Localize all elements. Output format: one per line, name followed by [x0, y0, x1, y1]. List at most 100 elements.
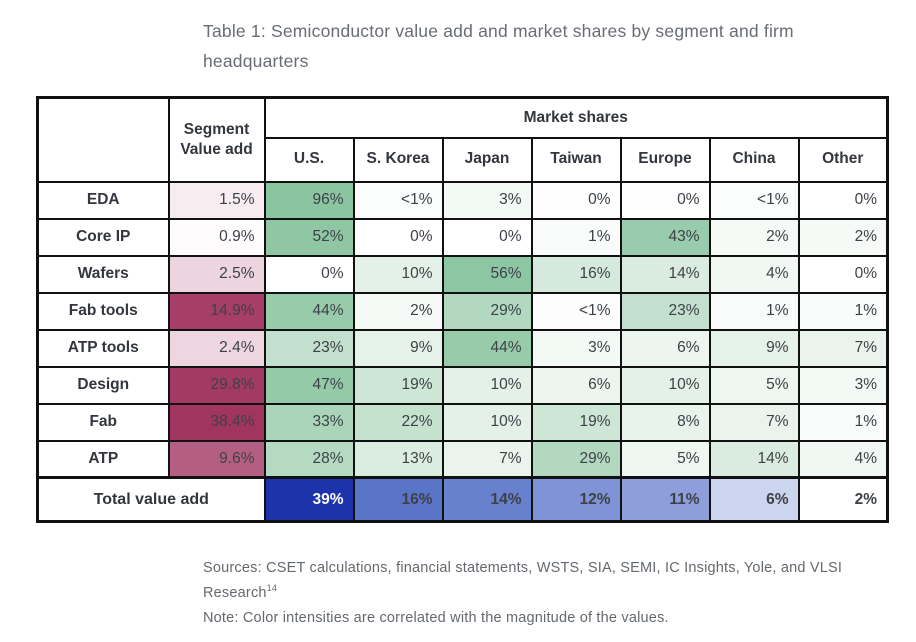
value-add-cell: 14.9%	[167, 291, 266, 331]
row-label: Core IP	[36, 217, 170, 257]
share-cell: 10%	[619, 365, 711, 405]
column-header-taiwan: Taiwan	[530, 136, 622, 183]
share-cell: 0%	[530, 180, 622, 220]
share-cell: 96%	[263, 180, 355, 220]
share-cell: 3%	[530, 328, 622, 368]
share-cell: 14%	[708, 439, 800, 479]
total-share-cell: 6%	[708, 476, 800, 523]
value-add-cell: 0.9%	[167, 217, 266, 257]
share-cell: 0%	[441, 217, 533, 257]
total-row-label: Total value add	[36, 476, 266, 523]
share-cell: 4%	[708, 254, 800, 294]
share-cell: 6%	[619, 328, 711, 368]
column-header-china: China	[708, 136, 800, 183]
share-cell: 56%	[441, 254, 533, 294]
column-header-other: Other	[797, 136, 889, 183]
share-cell: 1%	[797, 402, 889, 442]
corner-cell	[36, 96, 170, 183]
share-cell: 6%	[530, 365, 622, 405]
share-cell: 10%	[352, 254, 444, 294]
total-share-cell: 11%	[619, 476, 711, 523]
share-cell: 3%	[797, 365, 889, 405]
share-cell: 0%	[263, 254, 355, 294]
row-label: Design	[36, 365, 170, 405]
share-cell: 7%	[708, 402, 800, 442]
share-cell: 9%	[352, 328, 444, 368]
share-cell: 0%	[619, 180, 711, 220]
value-add-cell: 29.8%	[167, 365, 266, 405]
value-add-cell: 2.4%	[167, 328, 266, 368]
share-cell: 22%	[352, 402, 444, 442]
share-cell: 52%	[263, 217, 355, 257]
share-cell: 44%	[263, 291, 355, 331]
table-row-fab: Fab 38.4% 33% 22% 10% 19% 8% 7% 1%	[36, 402, 889, 442]
share-cell: 5%	[619, 439, 711, 479]
sources-line: Sources: CSET calculations, financial st…	[203, 556, 859, 606]
share-cell: <1%	[530, 291, 622, 331]
share-cell: 7%	[797, 328, 889, 368]
table-row-wafers: Wafers 2.5% 0% 10% 56% 16% 14% 4% 0%	[36, 254, 889, 294]
column-header-europe: Europe	[619, 136, 711, 183]
row-label: Fab tools	[36, 291, 170, 331]
share-cell: 0%	[797, 180, 889, 220]
table-row-eda: EDA 1.5% 96% <1% 3% 0% 0% <1% 0%	[36, 180, 889, 220]
share-cell: 19%	[530, 402, 622, 442]
table-row-core-ip: Core IP 0.9% 52% 0% 0% 1% 43% 2% 2%	[36, 217, 889, 257]
share-cell: 43%	[619, 217, 711, 257]
total-share-cell: 14%	[441, 476, 533, 523]
share-cell: 29%	[530, 439, 622, 479]
share-cell: 13%	[352, 439, 444, 479]
share-cell: 1%	[530, 217, 622, 257]
share-cell: 44%	[441, 328, 533, 368]
row-label: Wafers	[36, 254, 170, 294]
value-add-cell: 1.5%	[167, 180, 266, 220]
share-cell: 5%	[708, 365, 800, 405]
share-cell: 1%	[708, 291, 800, 331]
share-cell: 2%	[352, 291, 444, 331]
share-cell: 23%	[619, 291, 711, 331]
row-label: EDA	[36, 180, 170, 220]
share-cell: 33%	[263, 402, 355, 442]
share-cell: 0%	[797, 254, 889, 294]
total-share-cell: 39%	[263, 476, 355, 523]
share-cell: 7%	[441, 439, 533, 479]
share-cell: 3%	[441, 180, 533, 220]
share-cell: 2%	[797, 217, 889, 257]
table-row-fab-tools: Fab tools 14.9% 44% 2% 29% <1% 23% 1% 1%	[36, 291, 889, 331]
share-cell: 4%	[797, 439, 889, 479]
share-cell: <1%	[352, 180, 444, 220]
total-share-cell: 16%	[352, 476, 444, 523]
row-label: ATP tools	[36, 328, 170, 368]
total-share-cell: 12%	[530, 476, 622, 523]
footnote-marker: 14	[266, 583, 278, 594]
share-cell: 16%	[530, 254, 622, 294]
column-header-skorea: S. Korea	[352, 136, 444, 183]
value-add-cell: 38.4%	[167, 402, 266, 442]
value-add-column-header: Segment Value add	[167, 96, 266, 183]
value-add-market-share-table: Segment Value add Market shares U.S. S. …	[36, 96, 889, 523]
table-footer: Sources: CSET calculations, financial st…	[203, 556, 859, 631]
total-share-cell: 2%	[797, 476, 889, 523]
share-cell: 10%	[441, 402, 533, 442]
header-row-countries: U.S. S. Korea Japan Taiwan Europe China …	[38, 136, 889, 183]
row-label: Fab	[36, 402, 170, 442]
table-title: Table 1: Semiconductor value add and mar…	[203, 21, 794, 71]
column-header-us: U.S.	[263, 136, 355, 183]
share-cell: 0%	[352, 217, 444, 257]
value-add-cell: 9.6%	[167, 439, 266, 479]
share-cell: 8%	[619, 402, 711, 442]
share-cell: 19%	[352, 365, 444, 405]
share-cell: 1%	[797, 291, 889, 331]
share-cell: 9%	[708, 328, 800, 368]
note-line: Note: Color intensities are correlated w…	[203, 610, 669, 626]
share-cell: 47%	[263, 365, 355, 405]
table-row-atp-tools: ATP tools 2.4% 23% 9% 44% 3% 6% 9% 7%	[36, 328, 889, 368]
column-header-japan: Japan	[441, 136, 533, 183]
share-cell: 10%	[441, 365, 533, 405]
table-row-design: Design 29.8% 47% 19% 10% 6% 10% 5% 3%	[36, 365, 889, 405]
share-cell: <1%	[708, 180, 800, 220]
share-cell: 29%	[441, 291, 533, 331]
share-cell: 2%	[708, 217, 800, 257]
share-cell: 14%	[619, 254, 711, 294]
